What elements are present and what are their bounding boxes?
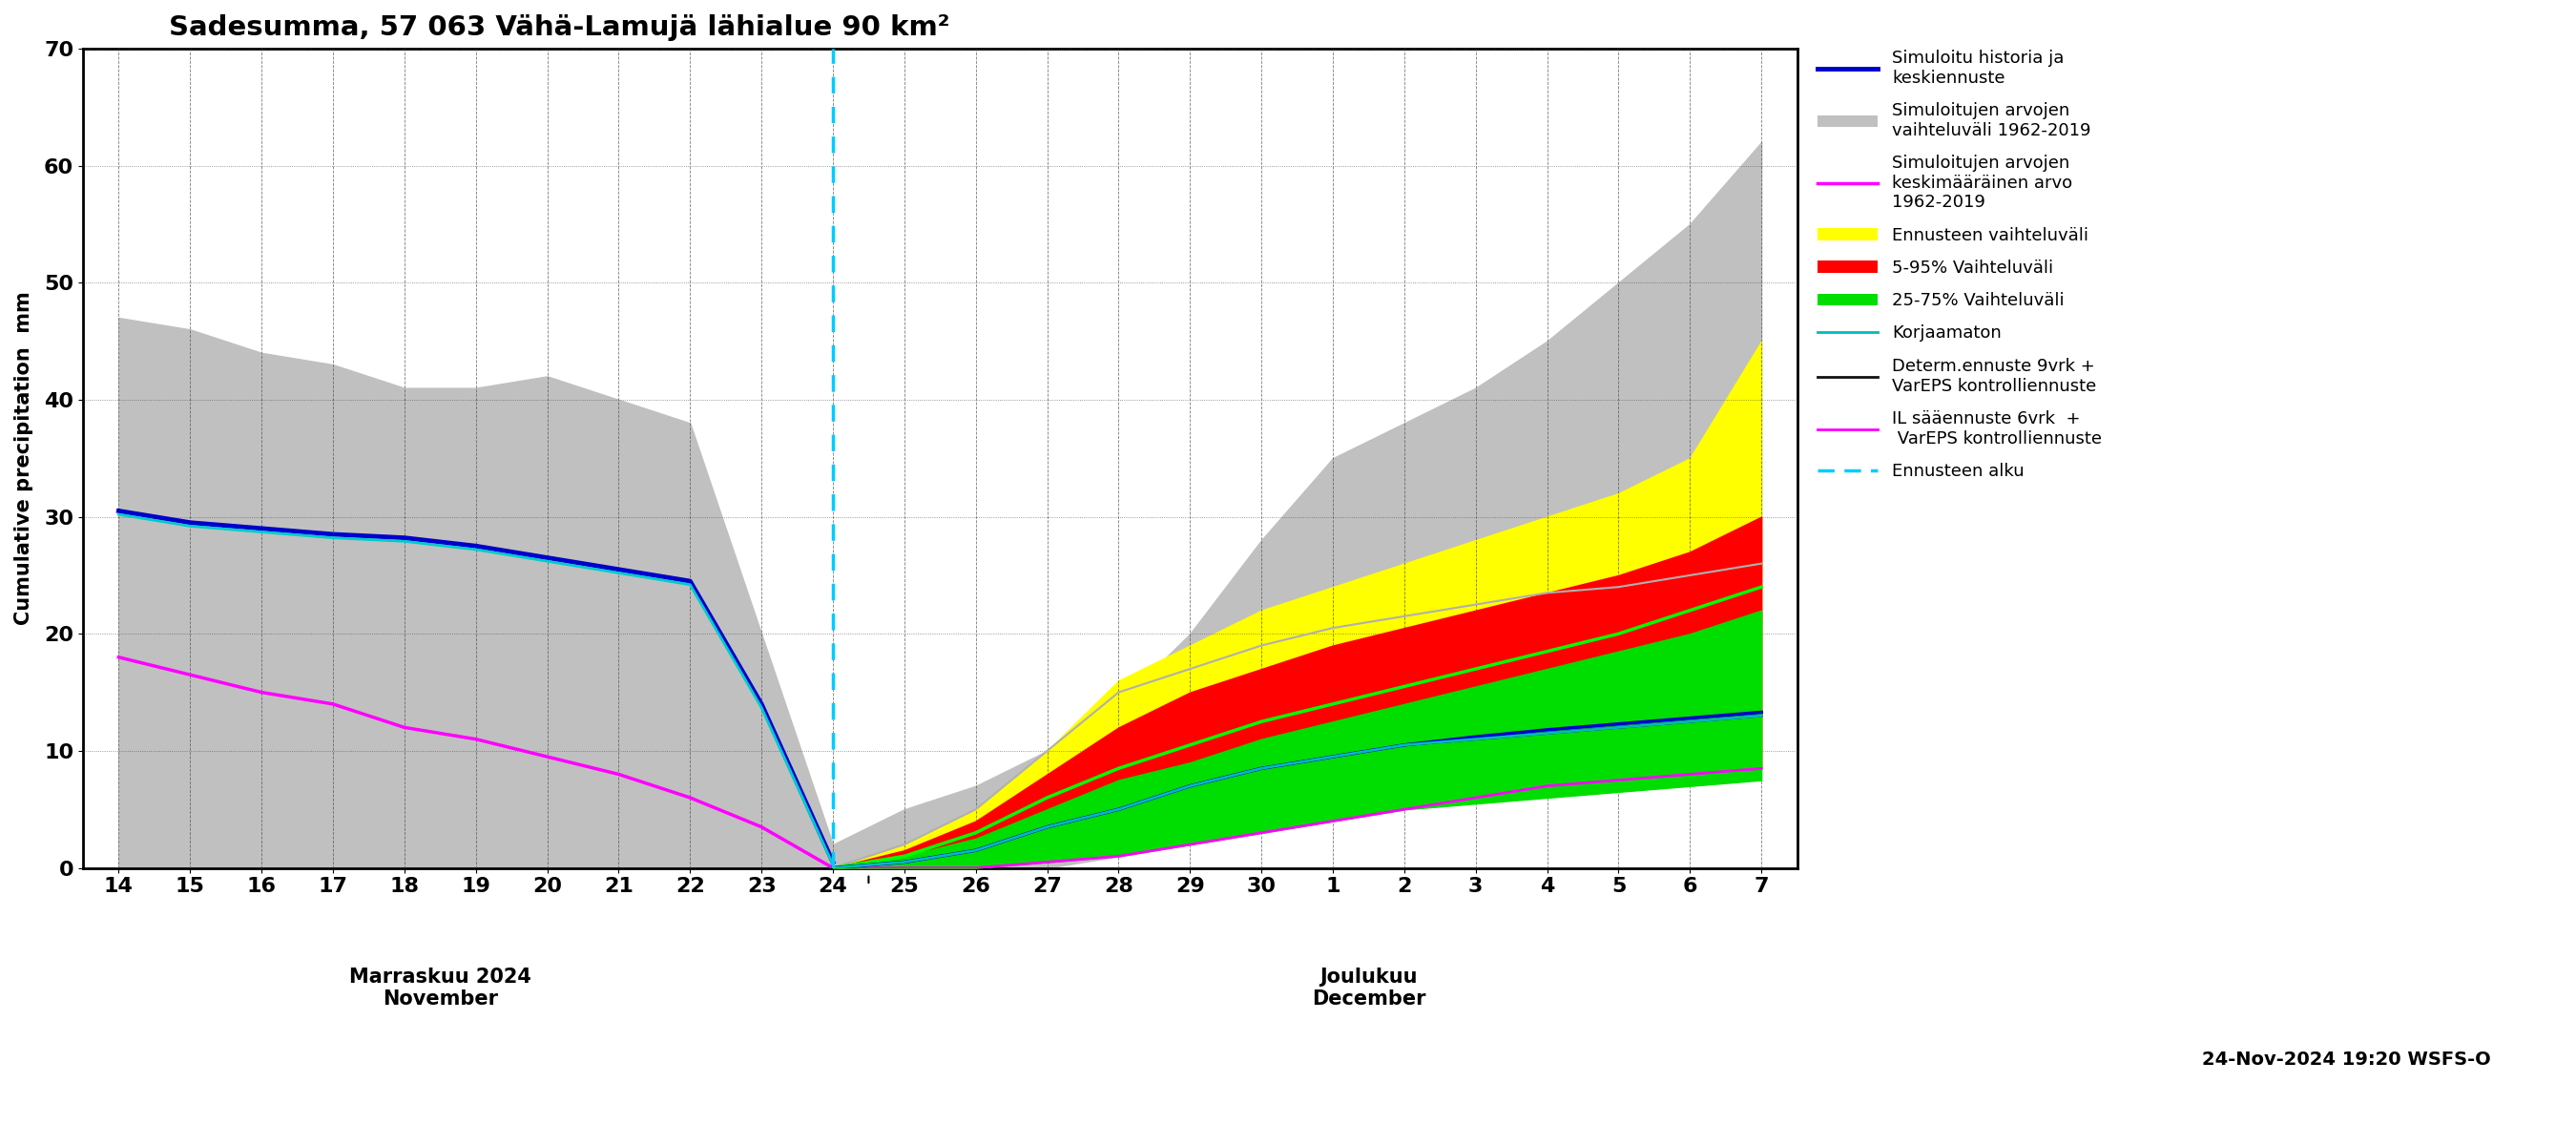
Legend: Simuloitu historia ja
keskiennuste, Simuloitujen arvojen
vaihteluväli 1962-2019,: Simuloitu historia ja keskiennuste, Simu… <box>1808 41 2110 489</box>
Text: Sadesumma, 57 063 Vähä-Lamujä lähialue 90 km²: Sadesumma, 57 063 Vähä-Lamujä lähialue 9… <box>167 14 951 41</box>
Text: Joulukuu
December: Joulukuu December <box>1311 968 1425 1009</box>
Text: Marraskuu 2024
November: Marraskuu 2024 November <box>348 968 531 1009</box>
Text: 24-Nov-2024 19:20 WSFS-O: 24-Nov-2024 19:20 WSFS-O <box>2202 1051 2491 1068</box>
Y-axis label: Cumulative precipitation  mm: Cumulative precipitation mm <box>15 291 33 625</box>
